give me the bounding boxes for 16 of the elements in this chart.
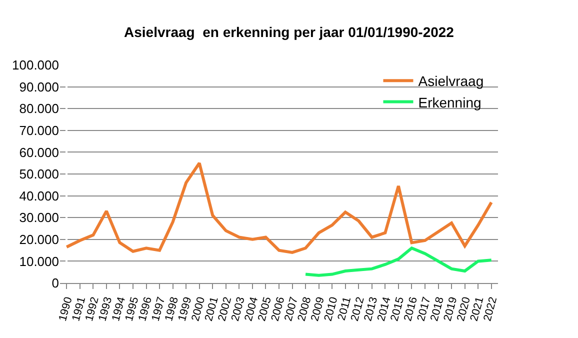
y-tick-label: 20.000	[19, 232, 59, 247]
y-tick-label: 40.000	[19, 188, 59, 204]
chart-title: Asielvraag en erkenning per jaar 01/01/1990-2022	[124, 24, 454, 40]
y-tick-label: 80.000	[19, 101, 59, 116]
y-tick-label: 60.000	[19, 144, 59, 160]
legend-label: Erkenning	[418, 94, 482, 110]
y-tick-label: 90.000	[19, 79, 59, 94]
y-tick-label: 0	[52, 276, 59, 291]
y-tick-label: 10.000	[19, 254, 59, 269]
y-tick-label: 50.000	[19, 166, 59, 182]
y-tick-label: 70.000	[19, 122, 59, 138]
legend-label: Asielvraag	[418, 73, 484, 90]
y-tick-label: 30.000	[19, 210, 59, 226]
line-series	[304, 246, 493, 277]
y-tick-label: 100.000	[12, 58, 59, 73]
line-series	[65, 162, 493, 254]
